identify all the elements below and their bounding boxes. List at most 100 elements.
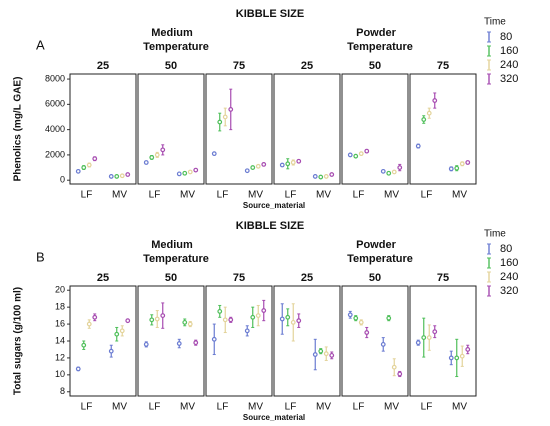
x-tick-label: LF — [217, 402, 229, 413]
group-label: Powder — [356, 27, 396, 39]
y-tick-label: 8 — [60, 386, 65, 396]
facet-label: 75 — [437, 60, 449, 72]
point — [380, 168, 386, 174]
legend-label: 240 — [500, 271, 518, 283]
y-tick-label: 6000 — [45, 99, 65, 109]
point — [125, 318, 131, 324]
point — [426, 335, 432, 341]
point — [193, 340, 199, 346]
facet-panel — [205, 73, 273, 185]
legend-label: 80 — [500, 243, 512, 255]
x-tick-label: MV — [180, 402, 195, 413]
point — [182, 319, 188, 325]
point — [386, 170, 392, 176]
facet-panel — [273, 285, 341, 397]
legend-label: 160 — [500, 45, 518, 57]
point — [81, 165, 87, 170]
facet-label: 25 — [97, 60, 109, 72]
point — [119, 173, 125, 179]
point — [415, 143, 421, 149]
point — [353, 315, 359, 321]
panel-label: A — [36, 37, 45, 52]
point — [323, 351, 329, 357]
group-sublabel: Temperature — [347, 253, 413, 265]
facet-label: 25 — [301, 60, 313, 72]
point — [380, 341, 386, 347]
x-tick-label: LF — [81, 402, 93, 413]
point — [421, 117, 427, 122]
facet-panel — [69, 73, 137, 185]
legend-label: 160 — [500, 257, 518, 269]
point — [459, 353, 465, 359]
point — [149, 317, 155, 323]
point — [364, 330, 370, 335]
x-tick-label: MV — [316, 402, 331, 413]
point — [250, 314, 256, 320]
point — [86, 321, 92, 327]
x-tick-label: MV — [384, 190, 399, 201]
y-axis-label: Phenolics (mg/L GAE) — [13, 77, 24, 182]
point — [217, 119, 223, 125]
x-tick-label: MV — [112, 402, 127, 413]
x-tick-label: MV — [316, 190, 331, 201]
y-tick-label: 14 — [55, 335, 65, 345]
point — [75, 168, 81, 174]
point — [459, 161, 465, 167]
group-sublabel: Temperature — [143, 253, 209, 265]
group-label: Medium — [151, 27, 193, 39]
x-tick-label: LF — [285, 190, 297, 201]
point — [432, 98, 438, 103]
point — [353, 153, 359, 159]
x-tick-label: MV — [180, 190, 195, 201]
point — [222, 317, 228, 323]
point — [296, 158, 302, 164]
point — [255, 313, 261, 319]
point — [296, 318, 302, 324]
point — [454, 355, 460, 361]
x-axis-label: Source_material — [243, 413, 305, 422]
point — [358, 151, 364, 157]
legend-label: 240 — [500, 59, 518, 71]
facet-panel — [137, 285, 205, 397]
point — [448, 166, 454, 172]
point — [187, 169, 193, 175]
x-tick-label: LF — [149, 190, 161, 201]
x-tick-label: LF — [217, 190, 229, 201]
x-tick-label: MV — [452, 402, 467, 413]
facet-panel — [341, 285, 409, 397]
facet-panel — [409, 285, 477, 397]
point — [465, 347, 471, 352]
group-label: Powder — [356, 239, 396, 251]
y-tick-label: 12 — [55, 352, 65, 362]
point — [143, 160, 149, 165]
point — [211, 336, 217, 342]
facet-panel — [273, 73, 341, 185]
y-tick-label: 10 — [55, 369, 65, 379]
point — [415, 340, 421, 346]
x-tick-label: LF — [421, 190, 433, 201]
point — [318, 174, 324, 180]
point — [347, 152, 353, 158]
point — [244, 328, 250, 334]
y-tick-label: 2000 — [45, 149, 65, 159]
point — [244, 168, 250, 174]
point — [312, 174, 318, 179]
point — [347, 312, 353, 318]
point — [397, 165, 403, 170]
x-tick-label: MV — [248, 190, 263, 201]
point — [92, 156, 98, 162]
point — [228, 317, 234, 323]
point — [154, 152, 160, 158]
point — [448, 355, 454, 361]
point — [211, 151, 217, 157]
point — [323, 174, 329, 179]
point — [149, 155, 155, 160]
legend-label: 80 — [500, 31, 512, 43]
point — [329, 172, 335, 177]
point — [160, 313, 166, 319]
point — [285, 161, 291, 167]
x-tick-label: MV — [112, 190, 127, 201]
facet-panel — [341, 73, 409, 185]
legend-label: 320 — [500, 73, 518, 85]
x-tick-label: MV — [384, 402, 399, 413]
